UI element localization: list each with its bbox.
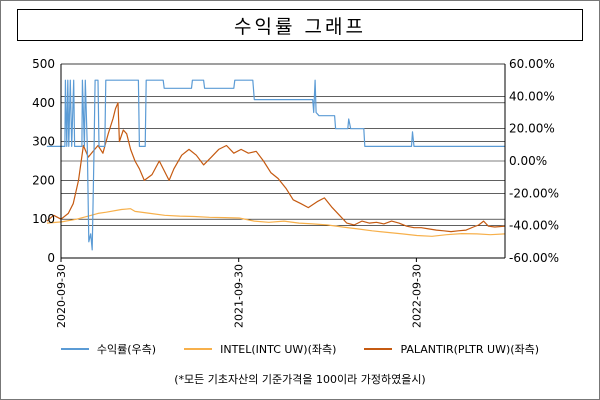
axes <box>60 64 506 259</box>
right-tick-label: -60.00% <box>509 251 559 265</box>
series-line-0 <box>46 79 505 251</box>
series-layer <box>46 79 506 251</box>
left-axis-ticks: 0 100 200 300 400 500 <box>32 57 55 265</box>
left-tick-label: 300 <box>32 135 55 149</box>
legend-swatch-return <box>60 348 89 350</box>
left-tick-label: 200 <box>32 173 55 187</box>
right-tick-label: 0.00% <box>509 154 547 168</box>
left-tick-label: 500 <box>32 57 55 71</box>
legend-item-intel: INTEL(INTC UW)(좌측) <box>184 341 336 357</box>
legend: 수익률(우측) INTEL(INTC UW)(좌측) PALANTIR(PLTR… <box>0 340 600 358</box>
right-axis-ticks: -60.00% -40.00% -20.00% 0.00% 20.00% 40.00% 60… <box>509 57 559 265</box>
series-line-2 <box>46 102 506 233</box>
legend-label-intel: INTEL(INTC UW)(좌측) <box>220 343 337 356</box>
x-tick-label: 2022-09-30 <box>410 264 423 328</box>
right-tick-label: -40.00% <box>509 219 559 233</box>
legend-swatch-palantir <box>364 348 393 350</box>
series-line-1 <box>46 208 506 237</box>
left-tick-label: 0 <box>47 251 55 265</box>
legend-label-palantir: PALANTIR(PLTR UW)(좌측) <box>400 343 540 356</box>
legend-item-palantir: PALANTIR(PLTR UW)(좌측) <box>364 341 539 357</box>
left-tick-label: 100 <box>32 212 55 226</box>
right-tick-label: 60.00% <box>509 57 555 71</box>
right-tick-label: -20.00% <box>509 186 559 200</box>
left-tick-label: 400 <box>32 96 55 110</box>
legend-swatch-intel <box>184 348 213 350</box>
x-tick-label: 2021-09-30 <box>233 264 246 328</box>
gridlines <box>61 63 505 259</box>
legend-label-return: 수익률(우측) <box>96 343 157 356</box>
right-tick-label: 40.00% <box>509 89 555 103</box>
x-axis-ticks: 2020-09-30 2021-09-30 2022-09-30 <box>55 258 423 328</box>
right-tick-label: 20.00% <box>509 122 555 136</box>
legend-item-return: 수익률(우측) <box>60 341 157 357</box>
chart-title: 수익률 그래프 <box>17 9 583 41</box>
footnote: (*모든 기초자산의 기준가격을 100이라 가정하였을시) <box>174 373 426 386</box>
x-tick-label: 2020-09-30 <box>55 264 68 328</box>
